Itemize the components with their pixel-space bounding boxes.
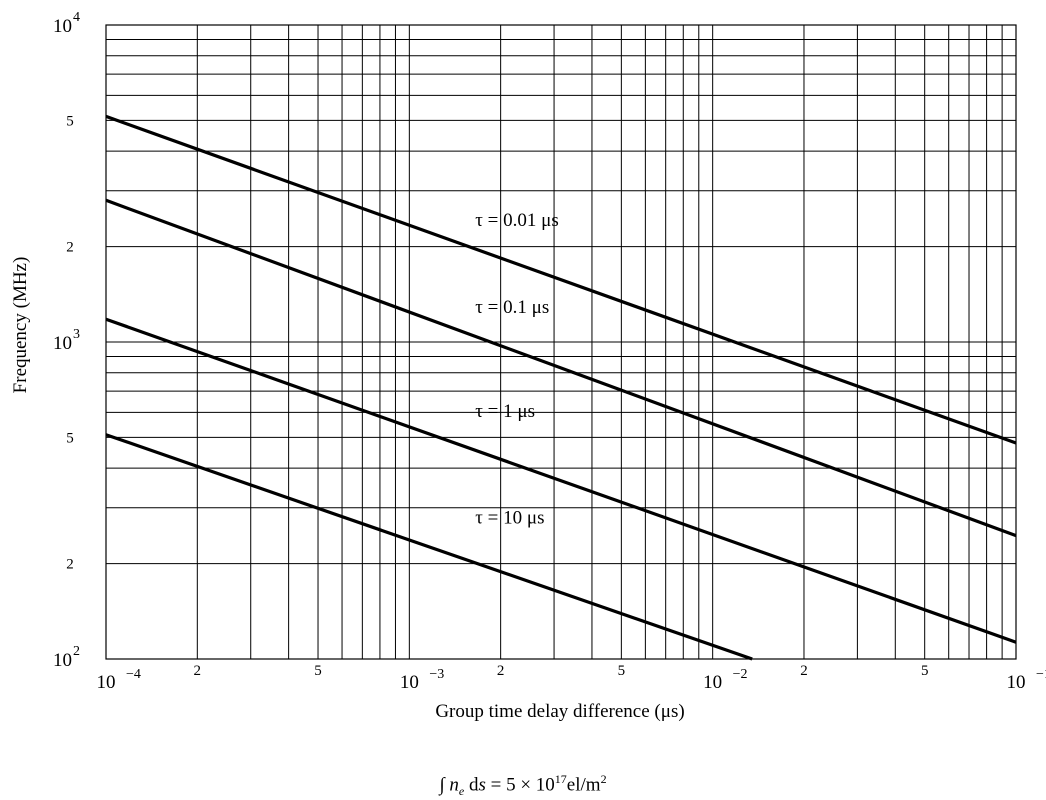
x-tick-exponent: −3 <box>429 667 444 682</box>
x-tick-label: 10 <box>1007 672 1026 693</box>
integral-differential: d <box>464 774 479 796</box>
y-tick-exponent: 2 <box>73 644 80 659</box>
y-tick-exponent: 4 <box>73 10 80 25</box>
x-tick-label: 5 <box>618 663 626 679</box>
x-tick-exponent: −2 <box>733 667 748 682</box>
series-label-1: τ = 0.01 μs <box>475 210 558 231</box>
series-line-1 <box>105 114 1017 445</box>
x-tick-label: 2 <box>497 663 505 679</box>
series-line-4 <box>105 433 753 661</box>
y-tick-exponent: 3 <box>73 327 80 342</box>
integral-exponent: 17 <box>554 772 567 786</box>
integral-subscript: e <box>458 784 465 799</box>
y-tick-label: 5 <box>66 113 74 129</box>
x-axis-label: Group time delay difference (μs) <box>435 701 684 722</box>
y-axis-label: Frequency (MHz) <box>10 257 31 394</box>
x-tick-label: 5 <box>921 663 929 679</box>
y-tick-label: 5 <box>66 430 74 446</box>
x-tick-exponent: −4 <box>126 667 141 682</box>
y-tick-label: 2 <box>66 557 74 573</box>
series-labels: τ = 0.01 μs τ = 0.1 μs τ = 1 μs τ = 10 μs <box>475 210 558 528</box>
grid <box>105 24 1017 660</box>
integral-unit: el/m <box>566 774 601 796</box>
integral-variable: n <box>449 774 459 796</box>
integral-sign: ∫ <box>439 774 445 796</box>
x-tick-label: 5 <box>314 663 322 679</box>
y-tick-label: 10 <box>53 16 72 37</box>
integral-path-variable: s <box>478 774 486 796</box>
x-tick-label: 2 <box>800 663 808 679</box>
x-tick-label: 10 <box>703 672 722 693</box>
series-label-4: τ = 10 μs <box>475 507 544 528</box>
integral-unit-exponent: 2 <box>600 772 607 786</box>
y-tick-label: 10 <box>53 333 72 354</box>
x-tick-exponent: −1 <box>1036 667 1046 682</box>
integral-value: = 5 × 10 <box>485 774 555 796</box>
y-tick-label: 10 <box>53 650 72 671</box>
series-label-3: τ = 1 μs <box>475 401 535 422</box>
y-tick-label: 2 <box>66 240 74 256</box>
x-tick-label: 2 <box>194 663 202 679</box>
x-tick-label: 10 <box>400 672 419 693</box>
integral-annotation: ∫ ne ds = 5 × 1017el/m2 <box>0 772 1046 799</box>
series-line-3 <box>105 317 1017 644</box>
series-line-2 <box>105 198 1017 538</box>
series-lines <box>105 114 1017 661</box>
x-tick-label: 10 <box>97 672 116 693</box>
plot-frame <box>105 24 1017 660</box>
series-label-2: τ = 0.1 μs <box>475 297 549 318</box>
